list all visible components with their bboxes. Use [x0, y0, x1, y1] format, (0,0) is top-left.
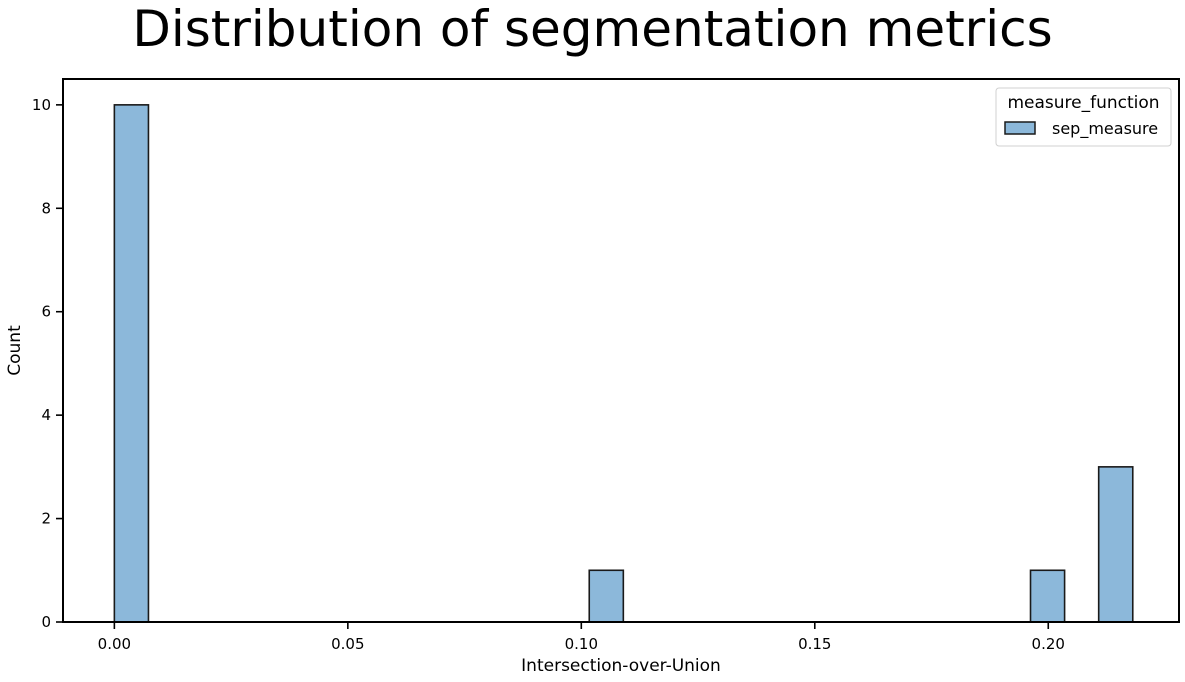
y-axis-ticks: 0 2 4 6 8 10: [32, 96, 63, 631]
bars-group: [113, 104, 1134, 623]
y-tick-label: 0: [41, 613, 51, 631]
chart-title: Distribution of segmentation metrics: [132, 0, 1053, 58]
plot-frame: [62, 78, 1180, 623]
y-tick-label: 6: [41, 303, 51, 321]
x-tick-label: 0.15: [798, 635, 831, 653]
x-axis-label: Intersection-over-Union: [521, 656, 721, 676]
x-tick-label: 0.20: [1032, 635, 1065, 653]
histogram-bar: [1097, 466, 1134, 623]
legend-swatch: [1004, 121, 1036, 135]
x-axis-ticks: 0.00 0.05 0.10 0.15 0.20: [98, 622, 1065, 653]
histogram-bar: [588, 569, 625, 623]
x-tick-label: 0.00: [98, 635, 131, 653]
y-tick-label: 4: [41, 406, 51, 424]
legend-entry-sep-measure: sep_measure: [1052, 119, 1158, 139]
legend-box: [995, 87, 1172, 147]
y-tick-label: 10: [32, 96, 51, 114]
x-tick-label: 0.05: [331, 635, 364, 653]
legend: measure_function sep_measure: [995, 87, 1172, 147]
histogram-bar: [113, 104, 150, 623]
y-tick-label: 2: [41, 510, 51, 528]
histogram-bar: [1029, 569, 1066, 623]
y-axis-label: Count: [5, 325, 25, 376]
x-tick-label: 0.10: [565, 635, 598, 653]
legend-title: measure_function: [1007, 93, 1159, 113]
y-tick-label: 8: [41, 199, 51, 217]
